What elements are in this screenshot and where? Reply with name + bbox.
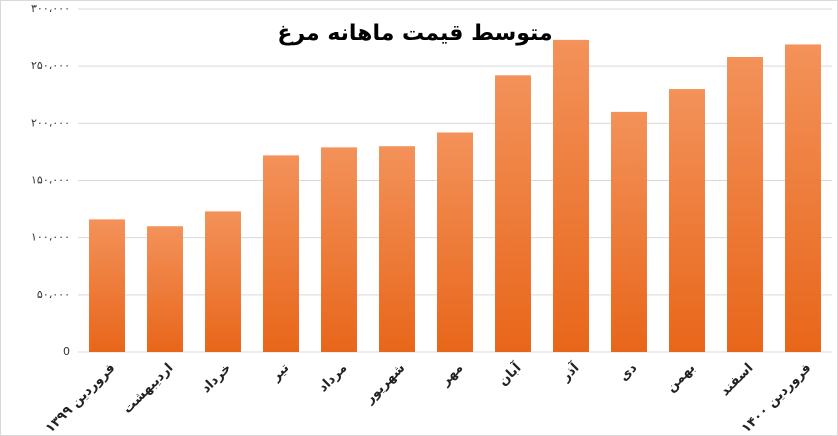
x-tick-label: آذر xyxy=(556,359,582,385)
y-tick-label: ۳۰۰،۰۰۰ xyxy=(31,2,70,15)
bar xyxy=(553,39,589,353)
bar xyxy=(89,219,125,352)
bar xyxy=(669,89,705,353)
x-tick-label: فروردین ۱۳۹۹ xyxy=(43,361,118,436)
bar xyxy=(785,44,821,353)
x-tick-label: مرداد xyxy=(316,361,351,396)
x-tick-label: آبان xyxy=(494,359,524,389)
bar xyxy=(263,155,299,352)
y-tick-label: ۲۰۰،۰۰۰ xyxy=(31,116,70,129)
bar xyxy=(147,226,183,352)
x-tick-label: شهریور xyxy=(362,361,409,408)
x-tick-label: اردیبهشت xyxy=(120,361,176,417)
x-tick-label: بهمن xyxy=(664,361,699,396)
bar xyxy=(727,57,763,353)
y-tick-label: 0 xyxy=(63,345,70,358)
x-tick-label: دی xyxy=(617,360,641,384)
bar xyxy=(437,132,473,352)
y-tick-label: ۵۰،۰۰۰ xyxy=(37,288,70,301)
bar xyxy=(321,147,357,352)
bar xyxy=(205,211,241,352)
y-tick-label: ۱۵۰،۰۰۰ xyxy=(31,174,70,187)
y-tick-label: ۱۰۰،۰۰۰ xyxy=(31,231,70,244)
x-tick-label: خرداد xyxy=(199,361,235,397)
bar xyxy=(611,111,647,353)
chart-title: متوسط قیمت ماهانه مرغ xyxy=(277,21,552,46)
x-tick-label: اسفند xyxy=(718,361,756,399)
bar xyxy=(379,146,415,352)
x-tick-label: مهر xyxy=(438,361,467,390)
x-tick-label: تیر xyxy=(268,361,292,385)
y-tick-label: ۲۵۰،۰۰۰ xyxy=(31,59,70,72)
bar xyxy=(495,75,531,353)
